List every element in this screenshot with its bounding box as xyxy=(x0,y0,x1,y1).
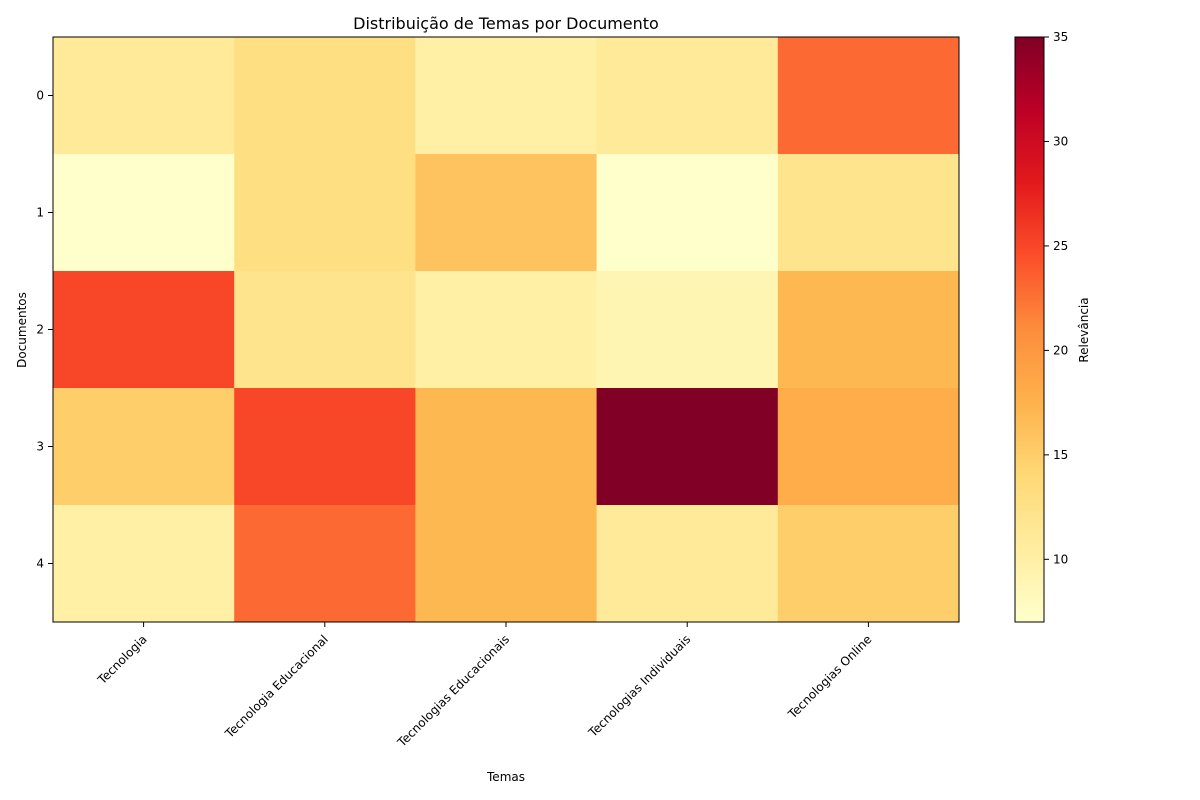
y-tick-label: 2 xyxy=(36,323,44,337)
x-tick-label: Tecnologias Individuais xyxy=(585,632,693,740)
heatmap-cell xyxy=(53,505,235,623)
x-axis-ticks: Tecnologia Tecnologia Educacional Tecnolog… xyxy=(94,622,875,750)
colorbar-tick-label: 30 xyxy=(1053,134,1068,148)
heatmap-cell xyxy=(234,505,416,623)
heatmap-cell xyxy=(415,271,598,389)
heatmap-cell xyxy=(777,505,960,623)
heatmap-cell xyxy=(415,154,598,272)
heatmap-cell xyxy=(53,388,235,506)
heatmap-cell xyxy=(415,37,598,155)
y-tick-label: 1 xyxy=(36,206,44,220)
heatmap-cell xyxy=(777,388,960,506)
x-tick-label: Tecnologia Educacional xyxy=(222,632,331,741)
x-tick-label: Tecnologia xyxy=(94,632,149,687)
x-axis-label: Temas xyxy=(486,770,525,784)
heatmap-cell xyxy=(777,37,960,155)
heatmap-cell xyxy=(596,37,779,155)
y-tick-label: 3 xyxy=(36,440,44,454)
heatmap-cell xyxy=(234,37,416,155)
heatmap-cell xyxy=(415,388,598,506)
colorbar-tick-label: 15 xyxy=(1053,448,1068,462)
y-axis-ticks: 0 1 2 3 4 xyxy=(36,89,53,571)
chart-title: Distribuição de Temas por Documento xyxy=(353,14,659,33)
heatmap-cell xyxy=(777,154,960,272)
colorbar-label: Relevância xyxy=(1077,297,1091,362)
heatmap-cell xyxy=(777,271,960,389)
heatmap-cells xyxy=(53,37,960,623)
heatmap-cell xyxy=(415,505,598,623)
colorbar-tick-label: 25 xyxy=(1053,239,1068,253)
heatmap-cell xyxy=(596,154,779,272)
x-tick-label: Tecnologias Educacionais xyxy=(394,632,512,750)
colorbar-tick-label: 35 xyxy=(1053,30,1068,44)
colorbar-ticks: 10 15 20 25 30 35 xyxy=(1044,30,1068,566)
colorbar-tick-label: 10 xyxy=(1053,552,1068,566)
heatmap-cell xyxy=(53,271,235,389)
y-tick-label: 0 xyxy=(36,89,44,103)
heatmap-cell xyxy=(596,505,779,623)
colorbar: 10 15 20 25 30 35 Relevância xyxy=(1014,30,1091,623)
heatmap-cell xyxy=(234,271,416,389)
x-tick-label: Tecnologias Online xyxy=(785,632,875,722)
heatmap-cell xyxy=(596,271,779,389)
heatmap-cell xyxy=(596,388,779,506)
heatmap-cell xyxy=(234,388,416,506)
heatmap-cell xyxy=(53,154,235,272)
y-tick-label: 4 xyxy=(36,557,44,571)
y-axis-label: Documentos xyxy=(15,292,29,368)
colorbar-tick-label: 20 xyxy=(1053,343,1068,357)
heatmap-cell xyxy=(53,37,235,155)
colorbar-gradient xyxy=(1014,36,1045,623)
heatmap-cell xyxy=(234,154,416,272)
